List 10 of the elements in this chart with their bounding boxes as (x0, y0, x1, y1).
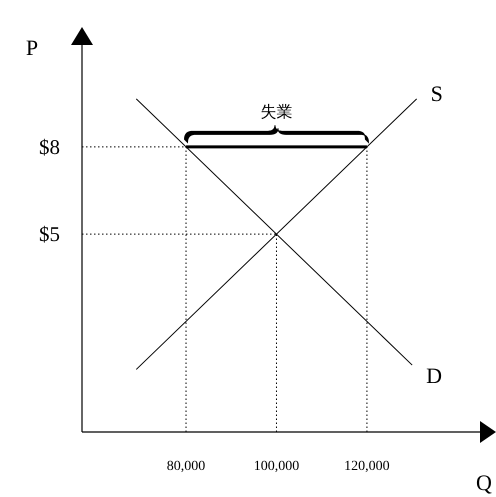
x-tick-label: 100,000 (254, 459, 300, 474)
y-axis-title: P (26, 35, 38, 60)
x-tick-label: 120,000 (344, 459, 390, 474)
y-tick-label: $8 (39, 134, 60, 159)
x-tick-label: 80,000 (166, 459, 206, 474)
series-label: D (426, 363, 442, 388)
annotation: 失業 (260, 102, 292, 121)
y-tick-label: $5 (39, 222, 60, 246)
x-axis-title: Q (476, 470, 492, 495)
series-label: S (430, 80, 443, 106)
